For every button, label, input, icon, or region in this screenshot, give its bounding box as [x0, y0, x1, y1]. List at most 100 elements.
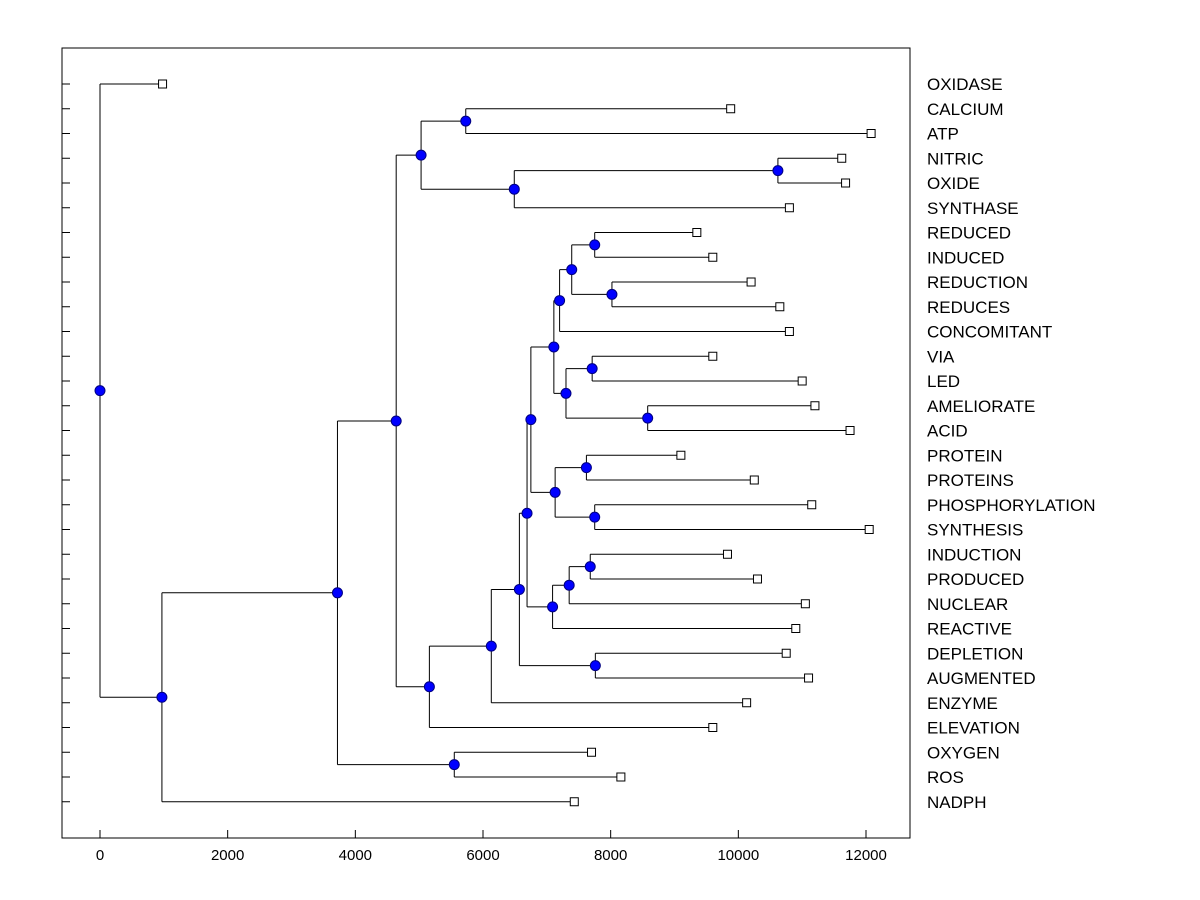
leaf-label-phosphorylation: PHOSPHORYLATION — [927, 496, 1095, 515]
merge-node-n_no_synthase — [508, 183, 520, 195]
leaf-markers — [158, 79, 876, 807]
leaf-marker-via — [708, 351, 718, 361]
leaf-marker-oxide — [841, 178, 851, 188]
merge-node-n_nitric_oxide — [772, 165, 784, 177]
merge-node-n_reduced_to_acid — [548, 341, 560, 353]
leaf-marker-induced — [708, 252, 718, 262]
merge-node-n_induction_reactive — [547, 601, 559, 613]
merge-node-n_mid_depletion — [513, 583, 525, 595]
leaf-marker-reactive — [791, 624, 801, 633]
merge-node-n_reduced_to_synthesis — [525, 414, 537, 426]
leaf-marker-nitric — [837, 153, 847, 163]
leaf-marker-nuclear — [800, 599, 810, 609]
merge-node-n_root — [94, 385, 106, 397]
leaf-label-concomitant: CONCOMITANT — [927, 323, 1052, 342]
merge-nodes — [94, 115, 784, 771]
leaf-label-ros: ROS — [927, 768, 964, 787]
leaf-label-induction: INDUCTION — [927, 545, 1021, 564]
leaf-marker-enzyme — [742, 698, 752, 708]
leaf-label-nadph: NADPH — [927, 793, 987, 812]
leaf-label-calcium: CALCIUM — [927, 100, 1004, 119]
leaf-label-produced: PRODUCED — [927, 570, 1024, 589]
merge-node-n_calcium_atp — [460, 115, 472, 127]
leaf-label-via: VIA — [927, 347, 955, 366]
merge-node-n_phos_synthesis — [589, 511, 601, 523]
leaf-label-oxygen: OXYGEN — [927, 743, 1000, 762]
merge-node-n_mid_elevation — [423, 681, 435, 693]
leaf-marker-proteins — [749, 475, 759, 485]
leaf-marker-nadph — [569, 797, 579, 807]
leaf-marker-elevation — [708, 723, 718, 732]
merge-node-n_protein_group — [549, 486, 561, 498]
leaf-label-atp: ATP — [927, 125, 959, 144]
merge-node-n_oxygen_ros — [448, 759, 460, 771]
leaf-marker-ameliorate — [810, 401, 820, 411]
leaf-label-reduced: REDUCED — [927, 224, 1011, 243]
leaf-marker-augmented — [804, 673, 814, 683]
x-tick-label-6000: 6000 — [466, 847, 499, 864]
leaf-label-nuclear: NUCLEAR — [927, 595, 1008, 614]
leaf-marker-produced — [752, 574, 762, 584]
leaf-marker-synthesis — [864, 525, 874, 534]
x-tick-label-2000: 2000 — [211, 847, 244, 864]
leaf-label-augmented: AUGMENTED — [927, 669, 1036, 688]
y-tick-marks — [62, 83, 70, 803]
leaf-marker-concomitant — [784, 327, 794, 336]
leaf-marker-acid — [845, 426, 855, 435]
x-tick-label-4000: 4000 — [339, 847, 372, 864]
plot-frame — [61, 47, 911, 839]
merge-node-n_main_nadph — [156, 691, 168, 703]
leaf-label-nitric: NITRIC — [927, 149, 984, 168]
leaf-label-elevation: ELEVATION — [927, 719, 1020, 738]
leaf-label-acid: ACID — [927, 422, 968, 441]
leaf-label-enzyme: ENZYME — [927, 694, 998, 713]
merge-node-n_via_led — [586, 363, 598, 375]
merge-node-n_red_concomitant — [554, 295, 566, 307]
x-tick-label-0: 0 — [96, 847, 104, 864]
merge-node-n_mid_group — [521, 507, 533, 519]
leaf-labels: OXIDASE CALCIUM ATP NITRIC OXIDE SYNTHASE REDU… — [927, 75, 1095, 812]
leaf-label-protein: PROTEIN — [927, 446, 1003, 465]
merge-node-n_top_group — [415, 149, 427, 161]
leaf-marker-reduced — [692, 228, 702, 237]
merge-node-n_induction_nuclear — [563, 579, 575, 591]
leaf-marker-oxygen — [587, 747, 597, 757]
merge-node-n_mid_enzyme — [485, 640, 497, 652]
leaf-marker-led — [797, 376, 807, 386]
leaf-label-ameliorate: AMELIORATE — [927, 397, 1035, 416]
merge-node-n_reduction_reduces — [606, 288, 618, 300]
leaf-marker-phosphorylation — [807, 500, 817, 510]
leaf-marker-calcium — [726, 104, 736, 114]
leaf-marker-ros — [616, 772, 626, 782]
leaf-label-oxidase: OXIDASE — [927, 75, 1003, 94]
merge-node-n_ameliorate_acid — [642, 412, 654, 424]
leaf-label-synthase: SYNTHASE — [927, 199, 1019, 218]
leaf-label-induced: INDUCED — [927, 248, 1004, 267]
leaf-label-reactive: REACTIVE — [927, 620, 1012, 639]
leaf-marker-depletion — [781, 648, 791, 658]
merge-node-n_reduced_induced — [589, 239, 601, 251]
leaf-label-proteins: PROTEINS — [927, 471, 1014, 490]
x-tick-label-8000: 8000 — [594, 847, 627, 864]
leaf-marker-induction — [722, 549, 732, 559]
x-tick-label-12000: 12000 — [845, 847, 887, 864]
merge-node-n_protein_proteins — [580, 462, 592, 474]
merge-node-n_via_acid — [560, 387, 572, 399]
leaf-label-oxide: OXIDE — [927, 174, 980, 193]
leaf-marker-protein — [676, 450, 686, 460]
merge-node-n_induction_produced — [584, 561, 596, 573]
leaf-marker-oxidase — [158, 79, 168, 89]
dendrogram-links — [99, 83, 872, 803]
leaf-label-led: LED — [927, 372, 960, 391]
merge-node-n_red_group — [566, 264, 578, 276]
merge-node-n_upper_main — [390, 415, 402, 427]
x-axis: 0 2000 4000 6000 8000 10000 12000 — [96, 830, 887, 864]
merge-node-n_depletion_augmented — [589, 660, 601, 672]
leaf-label-depletion: DEPLETION — [927, 644, 1023, 663]
leaf-marker-reduction — [746, 277, 756, 287]
leaf-label-reduces: REDUCES — [927, 298, 1010, 317]
leaf-marker-atp — [866, 129, 876, 138]
merge-node-n_main_oxygen — [331, 587, 343, 599]
x-tick-label-10000: 10000 — [717, 847, 759, 864]
